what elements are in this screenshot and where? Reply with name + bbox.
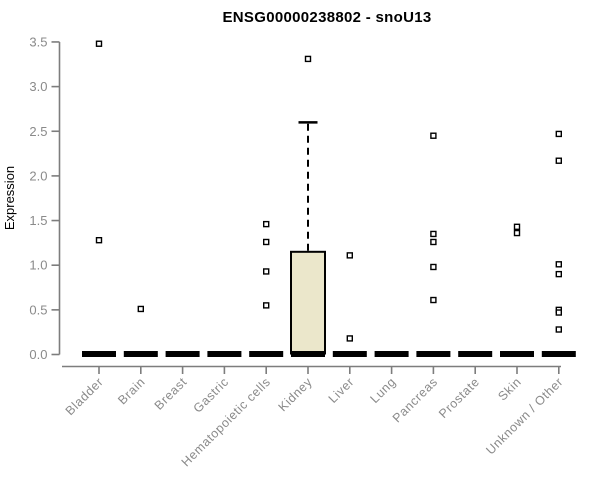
median-line xyxy=(291,351,325,357)
x-category-label: Unknown / Other xyxy=(483,375,566,458)
outlier-point xyxy=(555,309,562,316)
outlier-point xyxy=(430,230,437,238)
y-axis-label: Expression xyxy=(2,166,17,230)
outlier-point xyxy=(263,220,270,228)
x-category-label: Liver xyxy=(326,375,357,406)
outlier-point xyxy=(95,40,103,47)
outlier-point xyxy=(95,236,103,244)
box-kidney xyxy=(290,250,326,355)
x-category-label: Skin xyxy=(495,375,524,404)
median-line xyxy=(332,351,367,357)
outlier-point xyxy=(430,238,437,246)
median-line xyxy=(458,351,493,357)
median-line xyxy=(374,351,409,357)
outlier-point xyxy=(555,270,562,278)
median-line xyxy=(249,351,284,357)
outlier-point xyxy=(346,252,353,259)
x-category-label: Breast xyxy=(152,375,190,413)
outlier-point xyxy=(263,302,270,309)
median-line xyxy=(82,351,116,357)
median-line xyxy=(165,351,200,357)
outlier-point xyxy=(430,296,437,304)
y-tick-label: 3.5 xyxy=(29,34,47,49)
median-line xyxy=(207,351,242,357)
x-category-label: Brain xyxy=(115,375,148,408)
y-tick-label: 1.0 xyxy=(29,258,47,273)
outlier-point xyxy=(430,132,437,139)
x-category-label: Lung xyxy=(367,375,398,406)
outlier-point xyxy=(346,335,353,342)
y-tick-label: 1.5 xyxy=(29,213,47,228)
outlier-point xyxy=(430,263,437,271)
outlier-point xyxy=(137,305,145,313)
y-tick-label: 2.5 xyxy=(29,124,47,139)
x-category-label: Pancreas xyxy=(390,375,441,426)
chart-title: ENSG00000238802 - snoU13 xyxy=(223,9,432,26)
x-category-label: Prostate xyxy=(436,375,482,421)
median-line xyxy=(416,351,451,357)
median-line xyxy=(123,351,158,357)
plot-area: 0.0 0.5 1.0 1.5 2.0 2.5 3.0 3.5 Bladder Brain Brea… xyxy=(29,34,576,469)
x-category-label: Bladder xyxy=(63,375,106,418)
y-tick-label: 0.0 xyxy=(29,347,47,362)
x-category-label: Kidney xyxy=(276,375,316,415)
median-line xyxy=(500,351,534,357)
outlier-point xyxy=(513,229,521,237)
outlier-point xyxy=(555,130,562,138)
outlier-point xyxy=(304,55,312,63)
outlier-point xyxy=(263,268,270,275)
y-tick-label: 0.5 xyxy=(29,302,47,317)
outlier-point xyxy=(555,261,562,268)
outlier-point xyxy=(263,238,270,246)
outlier-point xyxy=(555,157,562,164)
outlier-point xyxy=(555,326,562,333)
y-tick-label: 2.0 xyxy=(29,168,47,183)
median-line xyxy=(541,351,576,357)
outlier-point xyxy=(513,223,521,231)
x-category-label: Gastric xyxy=(191,375,232,416)
y-tick-label: 3.0 xyxy=(29,79,47,94)
